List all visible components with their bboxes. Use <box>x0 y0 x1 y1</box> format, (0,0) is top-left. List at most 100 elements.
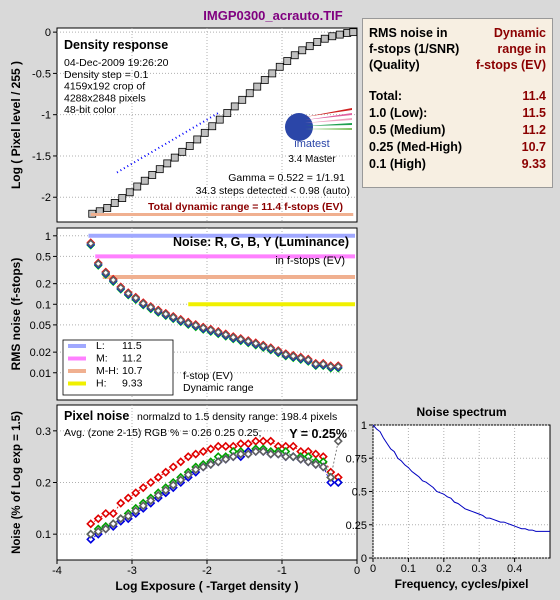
pixel-noise-point <box>288 452 298 462</box>
noise-point <box>303 355 313 365</box>
pixel-noise-point <box>123 493 133 503</box>
pixel-noise-point <box>326 477 336 488</box>
summary-row-high: 0.1 (High) 9.33 <box>369 157 546 172</box>
y-axis-label: Log ( Pixel level / 255 ) <box>9 61 23 189</box>
pixel-noise-point <box>108 508 118 519</box>
y-tick-label: 0.02 <box>30 347 51 359</box>
noise-point <box>138 299 148 308</box>
y-tick-label: 0.5 <box>352 487 367 499</box>
pixel-noise-point <box>266 449 276 459</box>
y-tick-label: 1 <box>45 231 51 243</box>
legend-key: L: <box>96 340 105 352</box>
spectrum-title: Noise spectrum <box>416 405 506 419</box>
summary-header-line: f-stops (EV) <box>475 58 546 72</box>
pixel-noise-point <box>86 534 96 544</box>
pixel-noise-point <box>221 441 231 451</box>
density-point <box>103 204 112 212</box>
noise-note-fstop: f-stop (EV) <box>183 370 233 382</box>
density-point <box>253 82 262 91</box>
summary-row-label: 0.1 (High) <box>369 157 426 171</box>
density-info-line: 48-bit color <box>64 104 116 116</box>
noise-point <box>333 362 343 371</box>
total-dynamic-range-label: Total dynamic range = 11.4 f-stops (EV) <box>148 201 343 213</box>
y-tick-label: 0.05 <box>30 320 51 332</box>
density-point <box>335 30 344 39</box>
pixel-noise-point <box>198 446 208 457</box>
pixel-noise-point <box>206 444 216 454</box>
pixel-noise-point <box>303 457 313 467</box>
summary-row-med-high: 0.25 (Med-High) 10.7 <box>369 140 546 155</box>
pixel-panel-title: Pixel noise <box>64 409 129 423</box>
summary-header-right: Dynamic range in f-stops (EV) <box>476 25 546 73</box>
noise-point <box>206 325 216 335</box>
pixel-noise-point <box>153 472 163 482</box>
pixel-noise-point <box>131 506 141 516</box>
legend-key: M-H: <box>96 365 119 377</box>
version-label: 3.4 Master <box>288 154 336 165</box>
x-tick-label: 0.4 <box>507 563 522 575</box>
density-point <box>328 32 337 41</box>
pixel-noise-point <box>326 472 336 482</box>
noise-point <box>281 350 291 359</box>
density-point <box>305 42 314 51</box>
density-info-line: Density step = 0.1 <box>64 69 148 81</box>
density-point <box>133 182 142 191</box>
noise-point <box>131 293 141 303</box>
pixel-noise-point <box>258 446 268 457</box>
density-point <box>200 128 209 137</box>
pixel-noise-point <box>108 519 118 529</box>
x-tick-label: -1 <box>277 565 287 577</box>
pixel-panel-average: Avg. (zone 2-15) RGB % = 0.26 0.25 0.25; <box>64 427 261 439</box>
pixel-noise-point <box>221 454 231 464</box>
density-point <box>238 95 247 104</box>
pixel-noise-point <box>191 465 201 475</box>
y-tick-label: 0.1 <box>36 299 51 311</box>
pixel-noise-point <box>138 501 148 511</box>
pixel-noise-point <box>243 449 253 459</box>
summary-row-label: 0.25 (Med-High) <box>369 140 463 154</box>
density-point <box>125 188 134 197</box>
summary-row-medium: 0.5 (Medium) 11.2 <box>369 123 546 138</box>
y-tick-label: -2 <box>41 192 51 204</box>
pixel-noise-point <box>296 454 306 464</box>
gamma-label: Gamma = 0.522 = 1/1.91 <box>228 172 345 184</box>
pixel-noise-point <box>86 519 96 529</box>
x-tick-label: -3 <box>127 565 137 577</box>
pixel-noise-point <box>168 462 178 472</box>
x-tick-label: -2 <box>202 565 212 577</box>
density-info-line: 4288x2848 pixels <box>64 92 146 104</box>
summary-header-line: Dynamic <box>493 26 546 40</box>
summary-row-value: 9.33 <box>521 157 546 171</box>
pixel-noise-line <box>90 440 339 525</box>
density-point <box>170 153 179 162</box>
y-tick-label: 0.25 <box>346 520 367 532</box>
noise-panel-title: Noise: R, G, B, Y (Luminance) <box>173 235 349 249</box>
legend-value: 11.2 <box>122 353 142 365</box>
noise-point <box>176 315 186 325</box>
y-tick-label: 0.2 <box>36 478 51 490</box>
density-point <box>148 171 157 179</box>
imatest-logo-stripe <box>305 118 352 123</box>
density-point <box>245 89 254 98</box>
y-tick-label: 0.01 <box>30 368 51 380</box>
summary-header-line: range in <box>497 42 546 56</box>
summary-row-value: 11.4 <box>522 89 546 103</box>
noise-point <box>161 309 171 319</box>
imatest-logo-stripe <box>305 113 352 120</box>
pixel-noise-point <box>266 436 276 446</box>
noise-point <box>146 302 156 312</box>
density-point <box>185 142 194 150</box>
y-tick-label: -1 <box>41 110 51 122</box>
density-point <box>320 34 329 43</box>
pixel-noise-point <box>86 529 96 539</box>
density-info-line: 4159x192 crop of <box>64 81 145 93</box>
pixel-panel-note: normalzd to 1.5 density range: 198.4 pix… <box>137 411 337 423</box>
pixel-noise-point <box>123 511 133 521</box>
noise-point <box>86 239 96 248</box>
x-tick-label: 0.3 <box>472 563 487 575</box>
density-point <box>223 109 232 117</box>
density-point <box>163 159 172 168</box>
noise-point <box>191 320 201 330</box>
pixel-noise-point <box>176 475 186 485</box>
